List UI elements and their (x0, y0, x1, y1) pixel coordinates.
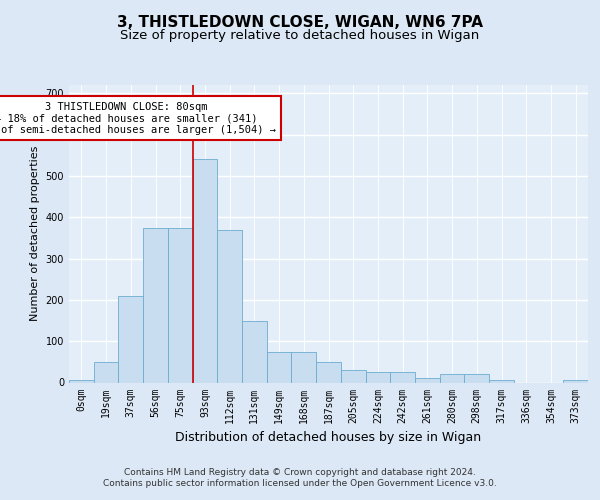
Text: 3, THISTLEDOWN CLOSE, WIGAN, WN6 7PA: 3, THISTLEDOWN CLOSE, WIGAN, WN6 7PA (117, 15, 483, 30)
Bar (440, 374, 464, 382)
Bar (292, 352, 316, 382)
Bar (168, 228, 193, 382)
Bar (242, 320, 267, 382)
Y-axis label: Number of detached properties: Number of detached properties (30, 146, 40, 322)
Bar (489, 380, 514, 382)
Text: 3 THISTLEDOWN CLOSE: 80sqm
← 18% of detached houses are smaller (341)
81% of sem: 3 THISTLEDOWN CLOSE: 80sqm ← 18% of deta… (0, 102, 276, 134)
Bar (69, 380, 94, 382)
Bar (563, 380, 588, 382)
Text: Size of property relative to detached houses in Wigan: Size of property relative to detached ho… (121, 30, 479, 43)
Bar (316, 362, 341, 382)
X-axis label: Distribution of detached houses by size in Wigan: Distribution of detached houses by size … (175, 431, 482, 444)
Text: Contains HM Land Registry data © Crown copyright and database right 2024.: Contains HM Land Registry data © Crown c… (124, 468, 476, 477)
Bar (217, 230, 242, 382)
Bar (415, 378, 440, 382)
Bar (143, 228, 168, 382)
Bar (390, 372, 415, 382)
Bar (118, 296, 143, 382)
Text: Contains public sector information licensed under the Open Government Licence v3: Contains public sector information licen… (103, 478, 497, 488)
Bar (94, 362, 118, 382)
Bar (365, 372, 390, 382)
Bar (464, 374, 489, 382)
Bar (267, 352, 292, 382)
Bar (193, 160, 217, 382)
Bar (341, 370, 365, 382)
